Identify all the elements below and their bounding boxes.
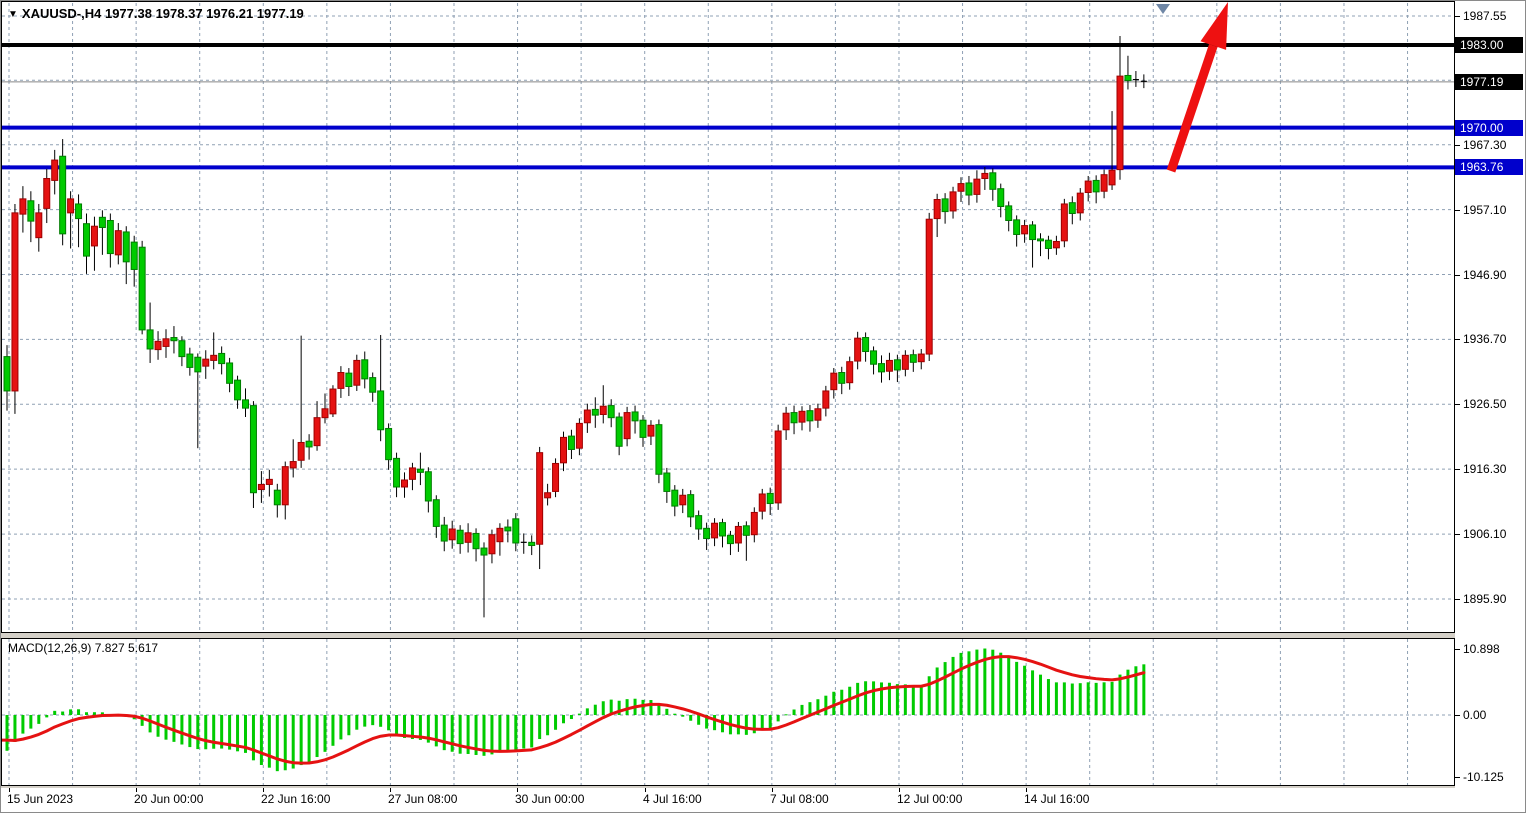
axis-tick <box>1455 274 1460 276</box>
price-axis-label-1895.90: 1895.90 <box>1463 591 1507 606</box>
macd-signal-line <box>1 655 1146 765</box>
price-axis-label-1946.90: 1946.90 <box>1463 267 1507 282</box>
macd-pane-border <box>1 638 1455 786</box>
axis-tick <box>1455 339 1460 341</box>
time-axis-label: 14 Jul 16:00 <box>1024 792 1090 806</box>
price-grid <box>2 3 1453 631</box>
time-axis-label: 12 Jul 00:00 <box>897 792 963 806</box>
pane-separator[interactable] <box>1 633 1455 638</box>
time-tick <box>9 788 10 792</box>
price-axis-label-1977.19: 1977.19 <box>1455 73 1523 90</box>
axis-tick <box>1455 776 1460 778</box>
axis-tick <box>1455 469 1460 471</box>
pane-separator-bottom <box>1 786 1455 788</box>
macd-axis-max: 10.898 <box>1463 641 1500 656</box>
macd-grid <box>2 639 1453 785</box>
time-tick <box>136 788 137 792</box>
price-axis-label-1957.10: 1957.10 <box>1463 202 1507 217</box>
time-tick <box>899 788 900 792</box>
price-axis-label-1987.55: 1987.55 <box>1463 9 1507 23</box>
candles-group <box>3 36 1147 618</box>
price-axis-label-1906.10: 1906.10 <box>1463 527 1507 542</box>
macd-indicator-label: MACD(12,26,9) 7.827 5.617 <box>8 641 159 655</box>
time-tick <box>772 788 773 792</box>
time-tick <box>517 788 518 792</box>
bar-marker-icon[interactable] <box>1156 4 1170 14</box>
axis-tick <box>1455 209 1460 211</box>
price-axis-label-1963.76: 1963.76 <box>1455 159 1523 176</box>
time-axis-label: 27 Jun 08:00 <box>388 792 458 806</box>
time-tick <box>1026 788 1027 792</box>
axis-tick <box>1455 534 1460 536</box>
time-tick <box>390 788 391 792</box>
chart-title-text: XAUUSD-,H4 1977.38 1978.37 1976.21 1977.… <box>21 6 304 21</box>
axis-tick <box>1455 598 1460 600</box>
price-pane[interactable] <box>1 1 1455 633</box>
macd-axis-min: -10.125 <box>1463 769 1504 784</box>
macd-histogram <box>5 648 1146 772</box>
time-axis-label: 30 Jun 00:00 <box>515 792 585 806</box>
trend-arrow[interactable] <box>1166 2 1228 173</box>
price-axis-label-1967.30: 1967.30 <box>1463 137 1507 152</box>
axis-tick <box>1455 144 1460 146</box>
time-axis-label: 4 Jul 16:00 <box>643 792 702 806</box>
symbol-marker-icon: ▼ <box>8 9 18 20</box>
time-axis[interactable]: 15 Jun 2023 20 Jun 00:00 22 Jun 16:00 27 Ju… <box>1 788 1455 812</box>
time-axis-label: 20 Jun 00:00 <box>134 792 204 806</box>
time-tick <box>263 788 264 792</box>
time-axis-label: 15 Jun 2023 <box>7 792 74 806</box>
axis-tick <box>1455 404 1460 406</box>
time-axis-label: 7 Jul 08:00 <box>770 792 829 806</box>
price-pane-border <box>1 1 1455 633</box>
chart-title: ▼ XAUUSD-,H4 1977.38 1978.37 1976.21 1977… <box>8 6 304 21</box>
price-axis[interactable]: 1987.55 1983.00 1977.19 1970.00 1967.30 1963.… <box>1455 1 1525 812</box>
price-axis-label-1983.00: 1983.00 <box>1455 36 1523 53</box>
axis-tick <box>1455 715 1460 716</box>
price-axis-label-1970.00: 1970.00 <box>1455 119 1523 136</box>
axis-tick <box>1455 16 1460 17</box>
macd-axis-zero: 0.00 <box>1463 708 1487 722</box>
time-tick <box>645 788 646 792</box>
price-axis-label-1936.70: 1936.70 <box>1463 332 1507 347</box>
axis-tick <box>1455 648 1460 650</box>
time-axis-label: 22 Jun 16:00 <box>261 792 331 806</box>
macd-pane[interactable] <box>1 638 1455 786</box>
price-axis-label-1926.50: 1926.50 <box>1463 397 1507 412</box>
price-axis-label-1916.30: 1916.30 <box>1463 462 1507 477</box>
